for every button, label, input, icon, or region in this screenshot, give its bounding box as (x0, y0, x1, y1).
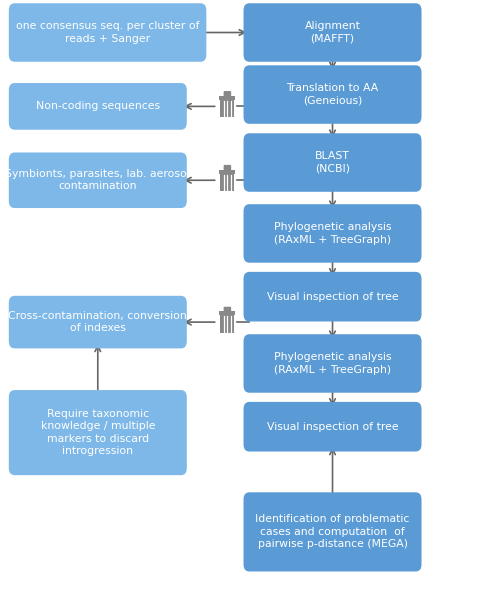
Text: Symbionts, parasites, lab. aerosol
contamination: Symbionts, parasites, lab. aerosol conta… (5, 169, 190, 191)
Text: Identification of problematic
cases and computation  of
pairwise p-distance (MEG: Identification of problematic cases and … (255, 515, 409, 549)
Text: Phylogenetic analysis
(RAxML + TreeGraph): Phylogenetic analysis (RAxML + TreeGraph… (273, 222, 390, 245)
Bar (219, 96, 235, 100)
Text: Visual inspection of tree: Visual inspection of tree (266, 422, 398, 431)
Text: Non-coding sequences: Non-coding sequences (36, 102, 160, 111)
FancyBboxPatch shape (243, 66, 421, 124)
FancyBboxPatch shape (243, 272, 421, 322)
Text: Require taxonomic
knowledge / multiple
markers to discard
introgression: Require taxonomic knowledge / multiple m… (41, 409, 155, 456)
Text: Cross-contamination, conversion
of indexes: Cross-contamination, conversion of index… (8, 311, 187, 333)
FancyBboxPatch shape (243, 492, 421, 571)
Text: BLAST
(NCBI): BLAST (NCBI) (314, 151, 349, 174)
Text: Visual inspection of tree: Visual inspection of tree (266, 292, 398, 301)
FancyBboxPatch shape (223, 91, 231, 97)
FancyBboxPatch shape (9, 296, 186, 349)
FancyBboxPatch shape (223, 165, 231, 171)
FancyBboxPatch shape (243, 204, 421, 262)
Text: Translation to AA
(Geneious): Translation to AA (Geneious) (286, 83, 378, 106)
FancyBboxPatch shape (243, 402, 421, 452)
FancyBboxPatch shape (9, 390, 186, 475)
Bar (220, 314, 234, 333)
FancyBboxPatch shape (243, 335, 421, 392)
FancyBboxPatch shape (9, 152, 186, 208)
Bar (220, 173, 234, 191)
Bar (219, 170, 235, 174)
Bar (219, 311, 235, 316)
Bar (220, 99, 234, 118)
FancyBboxPatch shape (223, 307, 231, 313)
FancyBboxPatch shape (243, 134, 421, 191)
FancyBboxPatch shape (9, 4, 206, 62)
Text: Phylogenetic analysis
(RAxML + TreeGraph): Phylogenetic analysis (RAxML + TreeGraph… (273, 352, 390, 375)
FancyBboxPatch shape (243, 4, 421, 62)
Text: one consensus seq. per cluster of
reads + Sanger: one consensus seq. per cluster of reads … (16, 21, 199, 44)
Text: Alignment
(MAFFT): Alignment (MAFFT) (304, 21, 360, 44)
FancyBboxPatch shape (9, 83, 186, 130)
